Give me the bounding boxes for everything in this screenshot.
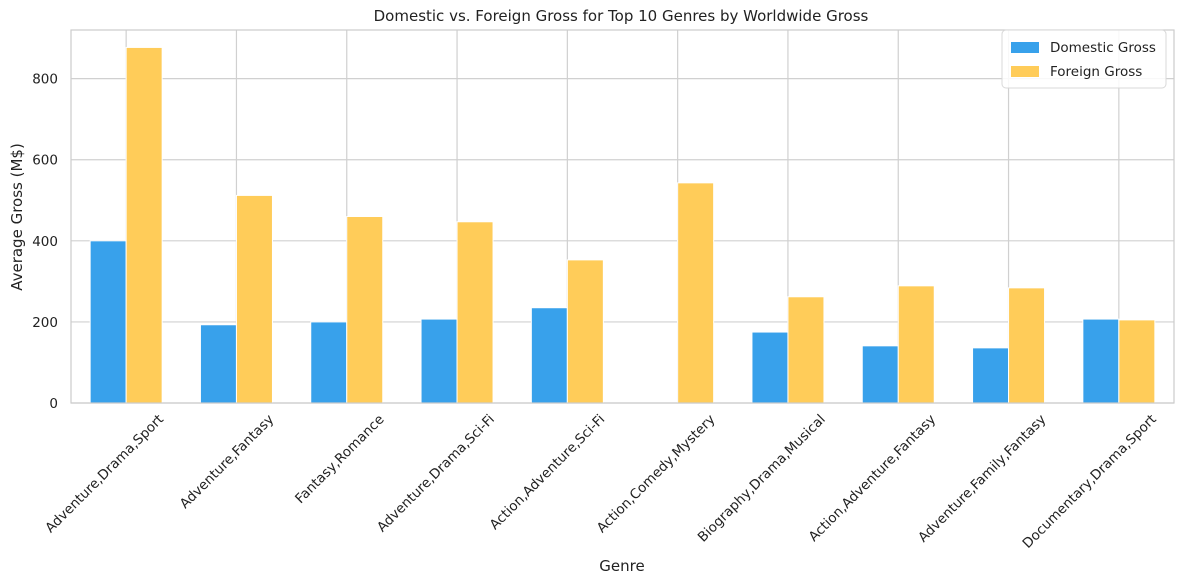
bar-domestic-gross-adventure-drama-sport [89,240,127,404]
legend-swatch-foreign-gross [1011,66,1039,77]
bar-domestic-gross-action-adventure-sci-fi [530,307,568,404]
y-tick-label: 400 [32,234,58,250]
bar-domestic-gross-biography-drama-musical [751,331,789,404]
legend-box [1001,29,1167,89]
x-tick-label: Adventure,Drama,Sci-Fi [374,412,498,536]
x-tick-label: Adventure,Fantasy [177,412,277,512]
x-axis-ticks: Adventure,Drama,Sport Adventure,Fantasy Fa… [42,412,1159,552]
x-tick-label: Adventure,Drama,Sport [42,412,167,537]
bar-foreign-gross-action-adventure-fantasy [897,285,935,404]
x-axis-label: Genre [599,557,644,575]
y-axis-label: Average Gross (M$) [8,143,26,291]
legend: Domestic Gross Foreign Gross [1001,29,1167,89]
legend-label-domestic-gross: Domestic Gross [1050,40,1156,56]
plot-frame [70,29,1175,404]
x-tick-label: Action,Adventure,Fantasy [806,412,939,545]
bar-foreign-gross-fantasy-romance [346,216,384,404]
bar-foreign-gross-adventure-family-fantasy [1008,287,1046,404]
bar-foreign-gross-adventure-drama-sport [125,46,163,404]
bar-foreign-gross-action-adventure-sci-fi [566,259,604,404]
bar-domestic-gross-fantasy-romance [310,321,348,404]
bars-layer [89,46,1156,404]
bar-foreign-gross-adventure-fantasy [235,194,273,404]
x-tick-label: Action,Comedy,Mystery [594,412,719,537]
bar-domestic-gross-adventure-fantasy [199,324,237,404]
y-tick-label: 600 [32,153,58,169]
legend-label-foreign-gross: Foreign Gross [1050,64,1142,80]
bar-foreign-gross-adventure-drama-sci-fi [456,221,494,404]
bar-foreign-gross-documentary-drama-sport [1118,319,1156,404]
bar-foreign-gross-biography-drama-musical [787,296,825,404]
x-tick-label: Adventure,Family,Fantasy [915,412,1049,546]
y-tick-label: 800 [32,72,58,88]
bar-domestic-gross-documentary-drama-sport [1082,318,1120,404]
y-tick-label: 200 [32,315,58,331]
x-tick-label: Fantasy,Romance [292,412,387,507]
y-axis-ticks: 0 200 400 600 800 [32,72,58,412]
x-tick-label: Biography,Drama,Musical [695,412,829,546]
y-tick-label: 0 [49,396,58,412]
x-tick-label: Documentary,Drama,Sport [1020,412,1160,552]
bar-domestic-gross-adventure-drama-sci-fi [420,318,458,404]
bar-domestic-gross-adventure-family-fantasy [972,347,1010,404]
bar-domestic-gross-action-adventure-fantasy [861,345,899,404]
chart-title: Domestic vs. Foreign Gross for Top 10 Ge… [374,7,869,25]
x-tick-label: Action,Adventure,Sci-Fi [487,412,609,534]
legend-swatch-domestic-gross [1011,42,1039,53]
bar-foreign-gross-action-comedy-mystery [677,182,715,404]
